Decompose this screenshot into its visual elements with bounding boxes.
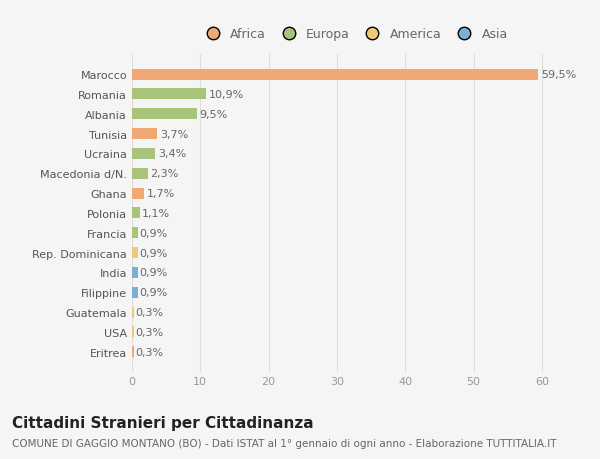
Text: 1,1%: 1,1%	[142, 208, 170, 218]
Bar	[132, 109, 197, 120]
Text: 0,3%: 0,3%	[136, 327, 164, 337]
Text: 2,3%: 2,3%	[151, 169, 179, 179]
Bar	[132, 69, 538, 80]
Text: 0,3%: 0,3%	[136, 308, 164, 317]
Bar	[132, 247, 138, 258]
Bar	[132, 327, 134, 338]
Text: 0,9%: 0,9%	[140, 268, 168, 278]
Text: 1,7%: 1,7%	[146, 189, 175, 199]
Text: COMUNE DI GAGGIO MONTANO (BO) - Dati ISTAT al 1° gennaio di ogni anno - Elaboraz: COMUNE DI GAGGIO MONTANO (BO) - Dati IST…	[12, 438, 557, 448]
Bar	[132, 129, 157, 140]
Bar	[132, 228, 138, 239]
Legend: Africa, Europa, America, Asia: Africa, Europa, America, Asia	[195, 23, 513, 46]
Text: 9,5%: 9,5%	[200, 110, 228, 119]
Text: 3,4%: 3,4%	[158, 149, 186, 159]
Text: 0,9%: 0,9%	[140, 248, 168, 258]
Text: 10,9%: 10,9%	[209, 90, 244, 100]
Bar	[132, 287, 138, 298]
Bar	[132, 347, 134, 358]
Text: 0,9%: 0,9%	[140, 288, 168, 297]
Bar	[132, 208, 140, 219]
Text: 3,7%: 3,7%	[160, 129, 188, 139]
Text: 59,5%: 59,5%	[541, 70, 577, 80]
Bar	[132, 149, 155, 160]
Bar	[132, 89, 206, 100]
Bar	[132, 168, 148, 179]
Text: 0,9%: 0,9%	[140, 228, 168, 238]
Text: Cittadini Stranieri per Cittadinanza: Cittadini Stranieri per Cittadinanza	[12, 415, 314, 431]
Text: 0,3%: 0,3%	[136, 347, 164, 357]
Bar	[132, 267, 138, 278]
Bar	[132, 307, 134, 318]
Bar	[132, 188, 143, 199]
